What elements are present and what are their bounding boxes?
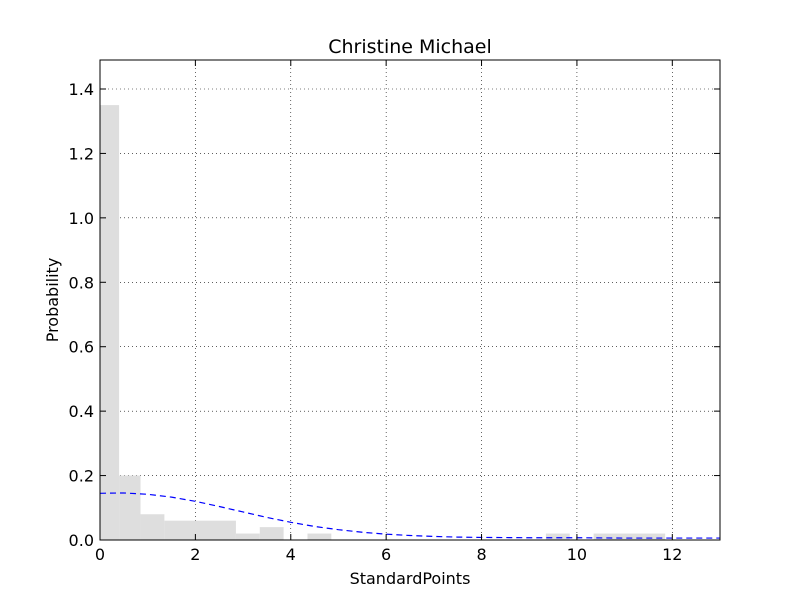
histogram-bar-3 — [164, 520, 236, 540]
histogram-bars — [100, 105, 666, 540]
y-axis-ticks: 0.0 0.2 0.4 0.6 0.8 1.0 1.2 1.4 — [69, 80, 720, 550]
histogram-bar-4 — [235, 533, 260, 540]
density-curve — [99, 492, 720, 539]
x-tick-label-1: 2 — [190, 545, 200, 564]
y-tick-label-3: 0.6 — [69, 338, 94, 357]
y-axis-label: Probability — [43, 258, 62, 343]
histogram-bar-6 — [307, 533, 332, 540]
y-tick-label-1: 0.2 — [69, 467, 94, 486]
y-tick-label-4: 0.8 — [69, 273, 94, 292]
y-tick-label-6: 1.2 — [69, 144, 94, 163]
x-tick-label-2: 4 — [286, 545, 296, 564]
histogram-bar-2 — [140, 514, 165, 540]
plot-background — [100, 60, 720, 540]
chart-title: Christine Michael — [328, 36, 492, 58]
histogram-bar-0 — [100, 105, 120, 540]
y-tick-label-7: 1.4 — [69, 80, 94, 99]
x-tick-label-0: 0 — [95, 545, 105, 564]
plot-frame — [99, 59, 721, 541]
x-axis-ticks: 0 2 4 6 8 10 12 — [95, 60, 682, 564]
y-tick-label-5: 1.0 — [69, 209, 94, 228]
x-tick-label-6: 12 — [662, 545, 682, 564]
x-tick-label-5: 10 — [567, 545, 587, 564]
histogram-bar-8 — [593, 533, 666, 540]
histogram-bar-5 — [259, 527, 284, 540]
x-tick-label-3: 6 — [381, 545, 391, 564]
histogram-bar-1 — [119, 475, 141, 540]
histogram-bar-7 — [545, 533, 570, 540]
x-tick-label-4: 8 — [476, 545, 486, 564]
y-tick-label-2: 0.4 — [69, 402, 94, 421]
y-tick-label-0: 0.0 — [69, 531, 94, 550]
x-axis-label: StandardPoints — [350, 569, 471, 588]
